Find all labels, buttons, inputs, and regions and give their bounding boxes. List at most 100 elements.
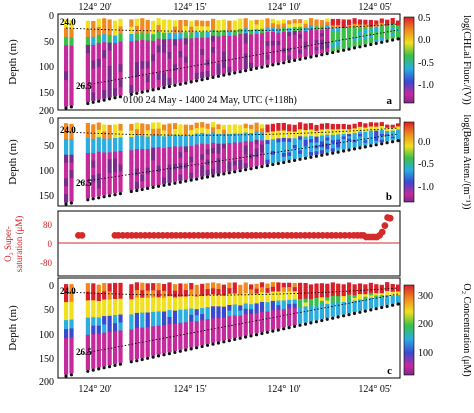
panel-b-cast-segment [238, 164, 243, 170]
panel-c-cast-segment [287, 312, 292, 318]
panel-b-cast-segment [298, 153, 303, 158]
panel-b-cast-segment [336, 139, 341, 143]
panel-b-cast-segment [347, 131, 352, 135]
panel-b-cast-segment [265, 124, 270, 129]
panel-c-cast-segment [368, 305, 373, 309]
panel-c-cast-segment [368, 282, 373, 286]
panel-a-cast-segment [363, 38, 368, 42]
panel-c-cast-segment [189, 340, 194, 348]
panel-c-cast-segment [363, 304, 368, 308]
panel-b-cast-segment [69, 177, 74, 187]
panel-c-cast-segment [178, 290, 183, 298]
panel-c-cast-segment [183, 296, 188, 304]
panel-a-cast-segment [314, 19, 319, 24]
panel-a-cast-segment [107, 73, 112, 83]
panel-a-cast-segment [249, 39, 254, 45]
panel-a-cast-segment [232, 50, 237, 57]
panel-b-cast-segment [194, 149, 199, 156]
panel-c-cast-segment [172, 284, 178, 292]
panel-a-cast-segment [172, 70, 178, 78]
panel-c-cast-segment [162, 318, 167, 326]
panel-b-cast-segment [216, 163, 221, 169]
panel-a-cast-segment [298, 53, 303, 58]
panel-b-cast-segment [134, 162, 139, 170]
panel-c-cast-segment [357, 307, 363, 311]
panel-b-bottom-marker [276, 161, 280, 166]
panel-c-cast-segment [172, 337, 178, 345]
panel-a-cast-segment [363, 19, 368, 23]
panel-b-cast-segment [357, 126, 363, 130]
panel-c-cast-segment [374, 288, 379, 292]
panel-b-cast-segment [172, 129, 178, 136]
panel-a-cast-segment [308, 51, 314, 56]
panel-a-cast-segment [379, 22, 384, 26]
panel-b-cast-segment [352, 135, 357, 139]
panel-b-cast-segment [363, 131, 368, 135]
panel-a-cast-segment [276, 49, 281, 55]
panel-c-bottom-marker [293, 324, 297, 328]
panel-b-cast-segment [91, 124, 96, 133]
panel-b-cast-segment [69, 123, 74, 133]
panel-c-cast-segment [227, 333, 232, 340]
panel-a-cast-segment [102, 50, 107, 59]
panel-c-cast-segment [140, 312, 145, 321]
panel-b-cast-segment [189, 167, 194, 174]
panel-c-bottom-marker [342, 314, 346, 318]
panel-a-cast-segment [281, 48, 286, 53]
panel-c-contour-label-2: 26.5 [76, 347, 92, 357]
panel-b-cast-segment [292, 155, 297, 159]
panel-b-cast-segment [107, 173, 112, 181]
panel-c-cast-segment [211, 306, 216, 313]
panel-b-cast-segment [156, 178, 161, 185]
panel-c-cast-segment [221, 301, 226, 308]
panel-b-cast-segment [390, 124, 395, 127]
panel-a-bottom-marker [91, 100, 95, 104]
panel-c-cast-segment [145, 349, 150, 357]
panel-b-bottom-marker [309, 155, 313, 159]
panel-a-cast-segment [308, 32, 314, 38]
panel-b-bottom-marker [265, 164, 269, 168]
panel-c-bottom-marker [369, 308, 373, 312]
panel-a-cast-segment [107, 50, 112, 59]
panel-a-cast-segment [172, 77, 178, 84]
panel-b-cast-segment [189, 130, 194, 136]
panel-c-cast-segment [189, 321, 194, 329]
panel-c-cast-segment [303, 286, 308, 292]
panel-c-cast-segment [232, 293, 237, 300]
panel-a-cast-segment [390, 24, 395, 27]
panel-a-cast-segment [172, 64, 178, 72]
panel-a-cast-segment [298, 45, 303, 51]
panel-a-cast-segment [390, 20, 395, 23]
panel-a-cast-segment [134, 18, 139, 27]
panel-b-cast-segment [194, 128, 199, 135]
panel-c-cast-segment [221, 295, 226, 302]
panel-b-cast-segment [243, 128, 248, 134]
panel-a-cb-tick-1: 0.0 [418, 35, 431, 46]
panel-b-cast-segment [292, 151, 297, 156]
panel-c-cast-segment [243, 298, 248, 305]
panel-a-cast-segment [183, 26, 188, 33]
panel-a-bottom-marker [265, 64, 269, 68]
panel-a-contour-26-5 [79, 29, 399, 87]
panel-a-bottom-marker [238, 70, 242, 74]
panel-a-cast-segment [347, 33, 352, 37]
panel-c-cast-segment [325, 297, 330, 302]
panel-c-cast-segment [189, 308, 194, 316]
panel-a-cast-segment [151, 67, 156, 75]
panel-c-cast-segment [145, 327, 150, 335]
panel-a-bottom-marker [233, 71, 237, 75]
panel-b-cast-segment [107, 152, 112, 160]
panel-c-bottom-marker [173, 350, 177, 354]
panel-c-contour-26-5 [79, 293, 399, 355]
panel-b-bottom-marker [325, 152, 329, 156]
panel-c-cast-segment [396, 295, 401, 298]
panel-b-cast-segment [145, 167, 150, 175]
panel-b-cast-segment [270, 147, 275, 152]
panel-c-cast-segment [292, 303, 297, 309]
panel-c-contour-label-1: 24.0 [60, 286, 76, 296]
panel-b-cast-segment [96, 188, 101, 197]
panel-a-cast-segment [134, 76, 139, 85]
panel-a-bottom-marker [352, 46, 357, 50]
panel-c-cast-segment [227, 305, 232, 312]
panel-a-cast-segment [167, 71, 172, 79]
